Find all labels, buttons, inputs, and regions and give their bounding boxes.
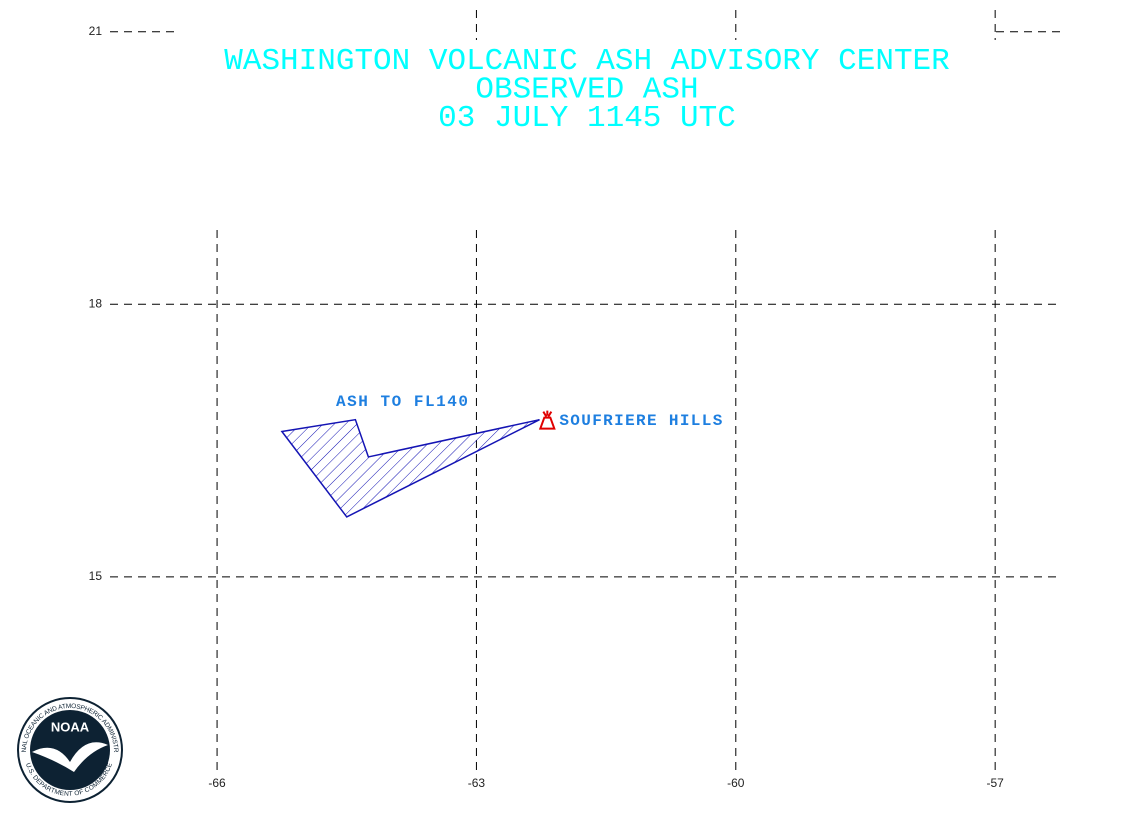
logo-disc bbox=[30, 710, 110, 790]
title-line: OBSERVED ASH bbox=[475, 73, 698, 108]
y-tick-label: 15 bbox=[89, 569, 103, 583]
volcano-label: SOUFRIERE HILLS bbox=[559, 412, 722, 430]
noaa-logo: NOAA NATIONAL OCEANIC AND ATMOSPHERIC AD… bbox=[0, 0, 123, 803]
y-tick-label: 18 bbox=[89, 296, 103, 310]
x-tick-label: -57 bbox=[986, 776, 1004, 790]
x-tick-label: -60 bbox=[727, 776, 745, 790]
logo-ring-top: NATIONAL OCEANIC AND ATMOSPHERIC ADMINIS… bbox=[0, 0, 119, 753]
x-tick-label: -63 bbox=[468, 776, 486, 790]
x-tick-label: -66 bbox=[208, 776, 226, 790]
ash-area bbox=[280, 418, 540, 518]
volcano-icon bbox=[538, 410, 556, 430]
ash-label: ASH TO FL140 bbox=[336, 393, 468, 411]
logo-name: NOAA bbox=[51, 719, 90, 734]
title-line: 03 JULY 1145 UTC bbox=[438, 101, 736, 136]
y-tick-label: 21 bbox=[89, 24, 103, 38]
logo-bird bbox=[32, 742, 108, 772]
title-line: WASHINGTON VOLCANIC ASH ADVISORY CENTER bbox=[224, 44, 950, 79]
volcano-marker bbox=[538, 410, 556, 430]
